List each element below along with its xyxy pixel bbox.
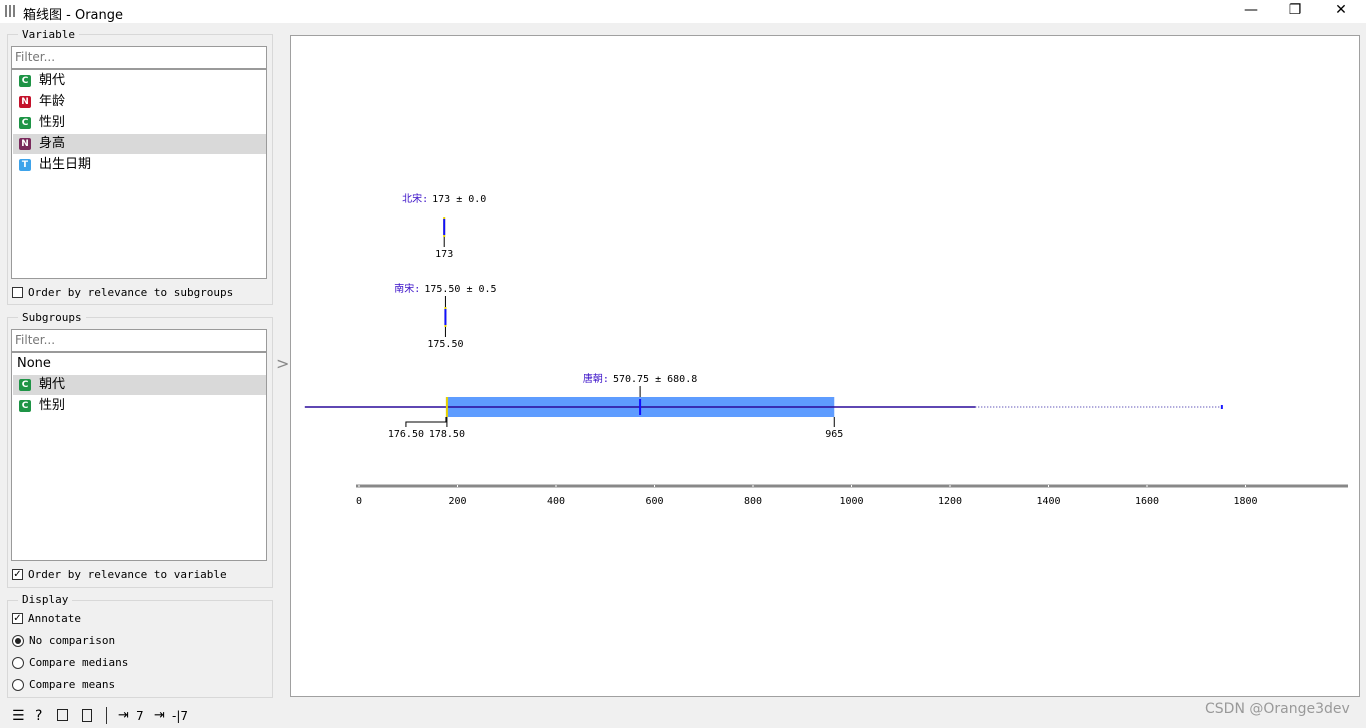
type-badge: N: [19, 138, 31, 150]
plot-area: 0 200 400 600 800 1000 1200 1400 1600 1800 北宋: 173 …: [290, 35, 1360, 697]
menu-button[interactable]: ☰: [12, 708, 25, 724]
group-stats: 175.50 ± 0.5: [424, 284, 496, 295]
radio-label: Compare medians: [29, 656, 129, 669]
filter-input[interactable]: Filter...: [11, 329, 267, 352]
help-button[interactable]: ?: [35, 708, 43, 724]
group-name: 北宋:: [402, 192, 428, 205]
checkbox[interactable]: ✓: [12, 569, 23, 580]
input-count: 7: [136, 709, 144, 723]
checkbox[interactable]: ✓: [12, 613, 23, 624]
x-tick-label: 1200: [938, 496, 962, 507]
output-count: -|7: [172, 709, 189, 723]
item-label: 身高: [39, 136, 66, 151]
list-item[interactable]: N 年龄: [13, 92, 266, 112]
save-button[interactable]: [57, 709, 68, 721]
box-plot: 0 200 400 600 800 1000 1200 1400 1600 1800 北宋: 173 …: [304, 192, 1348, 507]
x-tick-label: 200: [448, 496, 466, 507]
group-title: Variable: [18, 28, 79, 41]
type-badge: C: [19, 75, 31, 87]
group-annotation: 南宋: 175.50 ± 0.5: [394, 282, 496, 295]
report-button[interactable]: [82, 709, 92, 722]
x-tick-label: 1400: [1036, 496, 1060, 507]
app-icon: [5, 5, 15, 17]
item-label: None: [17, 356, 51, 371]
group-annotation: 北宋: 173 ± 0.0: [402, 192, 486, 205]
item-label: 性别: [39, 115, 66, 130]
x-tick-label: 0: [356, 496, 362, 507]
close-button[interactable]: ✕: [1335, 2, 1347, 18]
filter-input[interactable]: Filter...: [11, 46, 267, 69]
median-label: 173: [435, 249, 453, 260]
item-label: 朝代: [39, 377, 66, 392]
subgroups-box: [7, 317, 273, 588]
x-tick-label: 1600: [1135, 496, 1159, 507]
list-item[interactable]: N 身高: [13, 134, 266, 154]
q1-leader: [405, 417, 447, 427]
window-title: 箱线图 - Orange: [23, 8, 123, 23]
list-item[interactable]: T 出生日期: [13, 155, 266, 175]
radio-label: No comparison: [29, 634, 116, 647]
radio-label: Compare means: [29, 678, 116, 691]
title-bar: 箱线图 - Orange — ❐ ✕: [0, 0, 1366, 23]
list-item[interactable]: None: [13, 354, 266, 374]
median-label: 175.50: [427, 339, 463, 350]
type-badge: C: [19, 400, 31, 412]
list-item[interactable]: C 朝代: [13, 375, 266, 395]
item-label: 性别: [39, 398, 66, 413]
list-item[interactable]: C 性别: [13, 396, 266, 416]
item-label: 出生日期: [39, 157, 92, 172]
q1-label: 176.50: [388, 429, 424, 440]
group-stats: 173 ± 0.0: [432, 194, 486, 205]
group-name: 南宋:: [394, 282, 420, 295]
group-title: Display: [18, 593, 73, 606]
collapse-arrow[interactable]: >: [276, 354, 290, 373]
type-badge: C: [19, 117, 31, 129]
group-stats: 570.75 ± 680.8: [613, 374, 697, 385]
x-tick-label: 1800: [1233, 496, 1257, 507]
item-label: 朝代: [39, 73, 66, 88]
x-tick-label: 1000: [839, 496, 863, 507]
group-annotation: 唐朝: 570.75 ± 680.8: [583, 372, 697, 385]
input-icon: ⇥: [118, 708, 129, 723]
radio-button[interactable]: [12, 635, 24, 647]
radio-button[interactable]: [12, 657, 24, 669]
group-name: 唐朝:: [583, 372, 609, 385]
checkbox-label: Order by relevance to variable: [28, 568, 227, 581]
variable-list: C 朝代 N 年龄 C 性别 N 身高 T 出生日期: [11, 69, 267, 279]
type-badge: N: [19, 96, 31, 108]
x-tick-label: 600: [645, 496, 663, 507]
checkbox[interactable]: [12, 287, 23, 298]
x-tick-label: 400: [547, 496, 565, 507]
output-icon: ⇥: [154, 708, 165, 723]
list-item[interactable]: C 朝代: [13, 71, 266, 91]
list-item[interactable]: C 性别: [13, 113, 266, 133]
type-badge: T: [19, 159, 31, 171]
checkbox-label: Annotate: [28, 612, 81, 625]
x-tick-label: 800: [744, 496, 762, 507]
median-label: 178.50: [429, 429, 465, 440]
group-title: Subgroups: [18, 311, 86, 324]
q3-label: 965: [825, 429, 843, 440]
minimize-button[interactable]: —: [1244, 2, 1258, 18]
checkbox-label: Order by relevance to subgroups: [28, 286, 234, 299]
item-label: 年龄: [39, 94, 66, 109]
variable-box: [7, 34, 273, 305]
subgroup-list: None C 朝代 C 性别: [11, 352, 267, 561]
watermark: CSDN @Orange3dev: [1205, 701, 1350, 717]
display-box: [7, 600, 273, 698]
maximize-button[interactable]: ❐: [1288, 2, 1302, 18]
separator: [106, 707, 107, 724]
radio-button[interactable]: [12, 679, 24, 691]
type-badge: C: [19, 379, 31, 391]
